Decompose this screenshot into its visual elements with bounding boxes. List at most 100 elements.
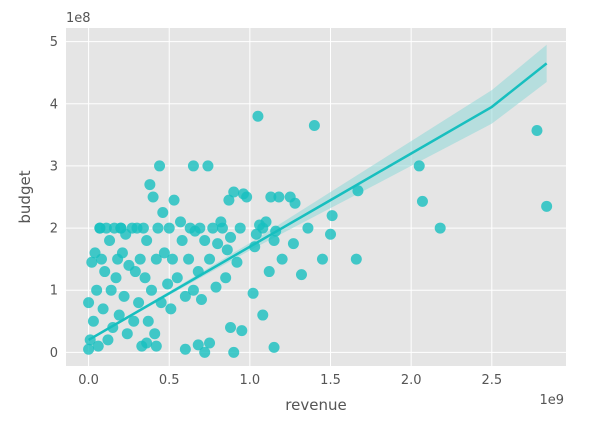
x-axis-label: revenue [285, 396, 346, 414]
data-point [139, 272, 151, 284]
data-point [166, 253, 178, 265]
data-point [142, 315, 154, 327]
data-point [531, 125, 543, 137]
data-point [133, 297, 145, 309]
y-tick-label: 1 [50, 284, 58, 299]
data-point [250, 228, 262, 240]
data-point [268, 341, 280, 353]
y-axis-label: budget [16, 170, 34, 223]
data-point [228, 186, 240, 198]
data-point [158, 247, 170, 259]
data-point [110, 272, 122, 284]
data-point [187, 284, 199, 296]
data-point [147, 191, 159, 203]
data-point [179, 290, 191, 302]
y-tick-label: 4 [50, 97, 58, 112]
data-point [210, 281, 222, 293]
plot-background [66, 28, 566, 366]
data-point [352, 185, 364, 197]
data-point [89, 247, 101, 259]
data-point [295, 269, 307, 281]
data-point [316, 253, 328, 265]
data-point [249, 241, 261, 253]
data-point [92, 340, 104, 352]
data-point [183, 253, 195, 265]
x-tick-label: 1.0 [240, 373, 261, 388]
regression-line-layer [87, 62, 548, 341]
x-tick-label: 1.5 [320, 373, 341, 388]
data-point [254, 219, 266, 231]
data-point [157, 207, 169, 219]
data-point [121, 328, 133, 340]
data-point [268, 234, 280, 246]
data-point [97, 303, 109, 315]
data-point [284, 191, 296, 203]
data-point [99, 266, 111, 278]
data-point [350, 253, 362, 265]
data-point [302, 222, 314, 234]
data-point [154, 160, 166, 172]
data-point [179, 343, 191, 355]
y-tick-label: 5 [50, 35, 58, 50]
data-point [204, 337, 216, 349]
data-point [86, 256, 98, 268]
y-axis-offset-label: 1e8 [66, 11, 91, 26]
data-point [115, 222, 127, 234]
data-point [145, 284, 157, 296]
data-point [83, 343, 95, 355]
data-point [152, 222, 164, 234]
data-point [176, 234, 188, 246]
y-tick-label: 2 [50, 222, 58, 237]
data-point [123, 259, 135, 271]
x-tick-label: 0.5 [159, 373, 180, 388]
data-point [91, 284, 103, 296]
y-tick-label: 0 [50, 346, 58, 361]
data-point [231, 256, 243, 268]
data-point [144, 179, 156, 191]
data-point [207, 222, 219, 234]
data-point [265, 191, 277, 203]
data-point [105, 284, 117, 296]
data-point [187, 160, 199, 172]
data-point [263, 266, 275, 278]
tick-labels: 0.0 0.5 1.0 1.5 2.0 2.5 0 1 2 3 4 5 [50, 35, 502, 388]
regression-line [87, 62, 548, 341]
data-point [165, 303, 177, 315]
data-point [223, 194, 235, 206]
data-point [162, 278, 174, 290]
data-point [171, 272, 183, 284]
data-point [168, 194, 180, 206]
data-point [212, 238, 224, 250]
data-point [195, 294, 207, 306]
data-point [184, 222, 196, 234]
data-point [225, 231, 237, 243]
data-point [163, 222, 175, 234]
data-point [236, 325, 248, 337]
data-point [141, 337, 153, 349]
data-point [228, 346, 240, 358]
data-point [150, 340, 162, 352]
data-point [118, 290, 130, 302]
data-point [112, 253, 124, 265]
data-point [199, 346, 211, 358]
data-point [326, 210, 338, 222]
data-point [273, 191, 285, 203]
data-point [237, 188, 249, 200]
data-point [175, 216, 187, 228]
data-point [308, 120, 320, 132]
data-point [215, 216, 227, 228]
data-point [204, 253, 216, 265]
data-point [83, 297, 95, 309]
data-point [134, 253, 146, 265]
data-point [221, 244, 233, 256]
data-point [257, 309, 269, 321]
x-tick-label: 2.0 [401, 373, 422, 388]
x-tick-label: 2.5 [481, 373, 502, 388]
y-tick-label: 3 [50, 159, 58, 174]
data-point [87, 315, 99, 327]
data-point [94, 222, 106, 234]
data-point [276, 253, 288, 265]
data-point [102, 334, 114, 346]
